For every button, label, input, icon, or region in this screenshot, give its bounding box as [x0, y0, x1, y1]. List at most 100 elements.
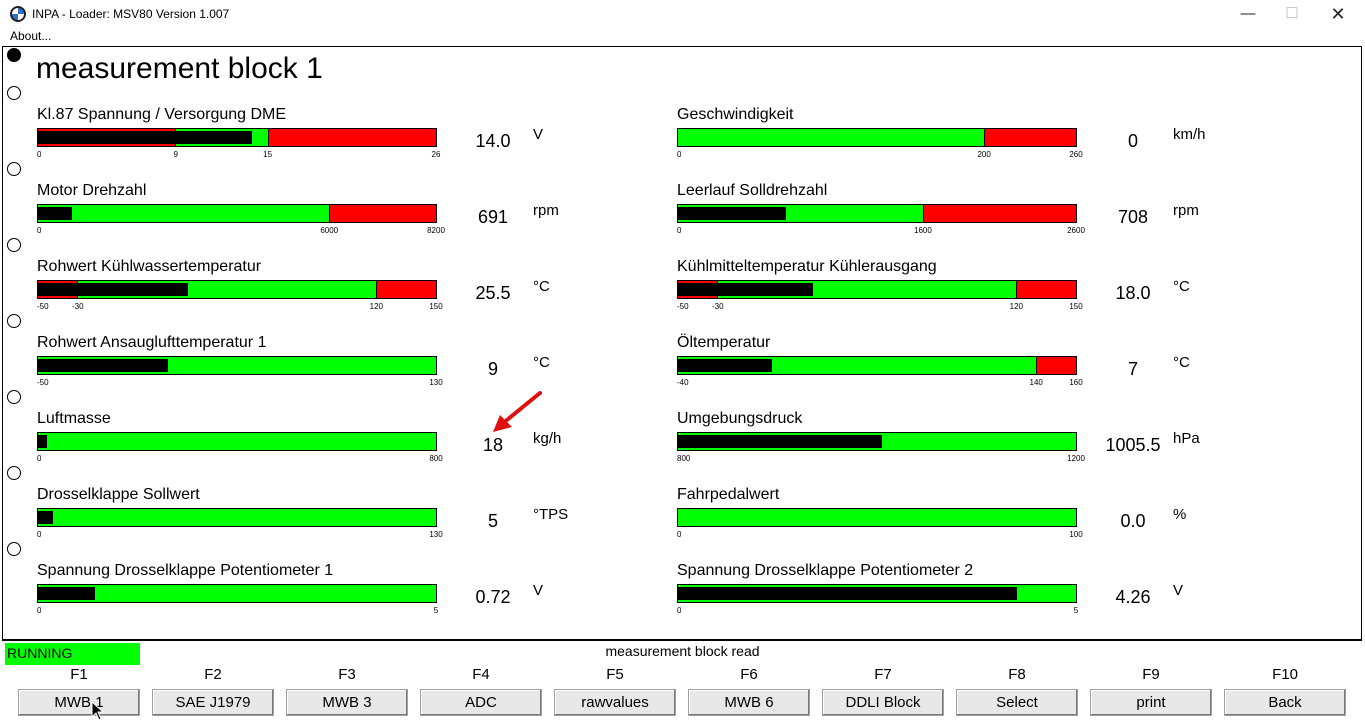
- value-indicator: [38, 435, 47, 448]
- measurement-item: Spannung Drosselklappe Potentiometer 1 0 5…: [37, 562, 597, 638]
- measurement-label: Motor Drehzahl: [37, 182, 147, 199]
- scale-tick-label: -50: [37, 302, 49, 311]
- fkey-button-f5[interactable]: rawvalues: [554, 689, 676, 716]
- value-indicator: [38, 207, 72, 220]
- radio-button-2[interactable]: [7, 86, 21, 100]
- fkey-button-f9[interactable]: print: [1090, 689, 1212, 716]
- measurement-label: Umgebungsdruck: [677, 410, 803, 427]
- measurement-item: Rohwert Ansauglufttemperatur 1 -50 130 9 °C: [37, 334, 597, 410]
- scale-tick-label: 0: [37, 530, 42, 539]
- measurement-bar: [677, 432, 1077, 451]
- measurement-unit: km/h: [1173, 126, 1206, 143]
- scale-tick-label: 120: [1009, 302, 1023, 311]
- scale-tick-label: 1600: [914, 226, 932, 235]
- fkey-label: F9: [1142, 666, 1160, 683]
- scale-tick-label: 9: [173, 150, 178, 159]
- radio-button-1[interactable]: [7, 48, 21, 62]
- measurement-unit: rpm: [1173, 202, 1199, 219]
- measurement-bar: [677, 280, 1077, 299]
- value-indicator: [678, 283, 718, 296]
- measurement-unit: hPa: [1173, 430, 1200, 447]
- scale-tick-label: -40: [677, 378, 689, 387]
- menu-item-about[interactable]: About...: [10, 29, 52, 43]
- fkey-label: F3: [338, 666, 356, 683]
- measurement-unit: °TPS: [533, 506, 569, 523]
- measurement-bar: [37, 356, 437, 375]
- fkey-label: F8: [1008, 666, 1026, 683]
- fkey-button-f4[interactable]: ADC: [420, 689, 542, 716]
- fkey-button-f3[interactable]: MWB 3: [286, 689, 408, 716]
- radio-button-8[interactable]: [7, 542, 21, 556]
- value-indicator: [77, 283, 189, 296]
- value-indicator: [38, 511, 54, 524]
- measurement-bar: [677, 356, 1077, 375]
- high-alarm-zone: [1036, 357, 1076, 374]
- measurement-value: 14.0: [475, 131, 511, 151]
- radio-button-7[interactable]: [7, 466, 21, 480]
- measurement-item: Kl.87 Spannung / Versorgung DME 0 9 15 26 14.…: [37, 106, 597, 182]
- measurement-value: 7: [1127, 359, 1138, 379]
- measurement-value: 0.72: [475, 587, 511, 607]
- high-alarm-zone: [267, 129, 436, 146]
- fkey-button-f10[interactable]: Back: [1224, 689, 1346, 716]
- high-alarm-zone: [984, 129, 1076, 146]
- scale-tick-label: 0: [37, 150, 42, 159]
- scale-tick-label: 200: [977, 150, 991, 159]
- measurement-unit: °C: [533, 354, 550, 371]
- fkey-button-f8[interactable]: Select: [956, 689, 1078, 716]
- measurement-unit: %: [1173, 506, 1187, 523]
- value-indicator: [175, 131, 253, 144]
- measurement-unit: V: [533, 126, 544, 143]
- radio-button-5[interactable]: [7, 314, 21, 328]
- measurement-item: Fahrpedalwert 0 100 0.0%: [677, 486, 1237, 562]
- radio-button-4[interactable]: [7, 238, 21, 252]
- measurement-label: Leerlauf Solldrehzahl: [677, 182, 828, 199]
- radio-button-3[interactable]: [7, 162, 21, 176]
- scale-tick-label: -50: [37, 378, 49, 387]
- scale-tick-label: -30: [72, 302, 84, 311]
- value-indicator: [38, 587, 96, 600]
- measurement-label: Rohwert Ansauglufttemperatur 1: [37, 334, 267, 351]
- minimize-button[interactable]: —: [1240, 5, 1256, 22]
- measurement-unit: °C: [1173, 278, 1190, 295]
- measurement-unit: rpm: [533, 202, 559, 219]
- measurement-value: 691: [477, 207, 509, 227]
- measurement-label: Geschwindigkeit: [677, 106, 794, 123]
- fkey-button-f6[interactable]: MWB 6: [688, 689, 810, 716]
- fkey-button-f2[interactable]: SAE J1979: [152, 689, 274, 716]
- scale-tick-label: 0: [37, 454, 42, 463]
- measurement-unit: °C: [1173, 354, 1190, 371]
- fkey-label: F5: [606, 666, 624, 683]
- measurement-label: Spannung Drosselklappe Potentiometer 1: [37, 562, 334, 579]
- measurement-value: 0.0: [1120, 511, 1146, 531]
- measurement-value: 18.0: [1115, 283, 1151, 303]
- fkey-label: F6: [740, 666, 758, 683]
- scale-tick-label: 2600: [1067, 226, 1085, 235]
- measurement-item: Umgebungsdruck 800 1200 1005.5 hPa: [677, 410, 1237, 486]
- value-indicator: [38, 283, 78, 296]
- mouse-cursor-icon: [91, 701, 105, 721]
- value-indicator: [38, 359, 169, 372]
- measurement-item: Luftmasse 0 800 18 kg/h: [37, 410, 597, 486]
- measurement-item: Rohwert Kühlwassertemperatur -50 -30 120 150…: [37, 258, 597, 334]
- value-indicator: [678, 359, 772, 372]
- radio-button-6[interactable]: [7, 390, 21, 404]
- measurement-bar: [677, 584, 1077, 603]
- scale-tick-label: -30: [712, 302, 724, 311]
- fkey-button-f1[interactable]: MWB 1: [18, 689, 140, 716]
- close-button[interactable]: ✕: [1330, 4, 1346, 24]
- measurement-item: Motor Drehzahl 0 6000 8200 691 rpm: [37, 182, 597, 258]
- scale-tick-label: 0: [677, 606, 682, 615]
- scale-tick-label: 130: [429, 530, 443, 539]
- measurement-value: 4.26: [1115, 587, 1151, 607]
- measurement-label: Fahrpedalwert: [677, 486, 780, 503]
- fkey-label: F1: [70, 666, 88, 683]
- scale-tick-label: 800: [677, 454, 691, 463]
- fkey-button-f7[interactable]: DDLI Block: [822, 689, 944, 716]
- value-indicator: [38, 131, 176, 144]
- measurement-label: Kl.87 Spannung / Versorgung DME: [37, 106, 287, 123]
- scale-tick-label: 15: [263, 150, 273, 159]
- measurement-item: Leerlauf Solldrehzahl 0 1600 2600 708 rpm: [677, 182, 1237, 258]
- maximize-button[interactable]: ☐: [1285, 5, 1299, 22]
- measurement-bar: [37, 204, 437, 223]
